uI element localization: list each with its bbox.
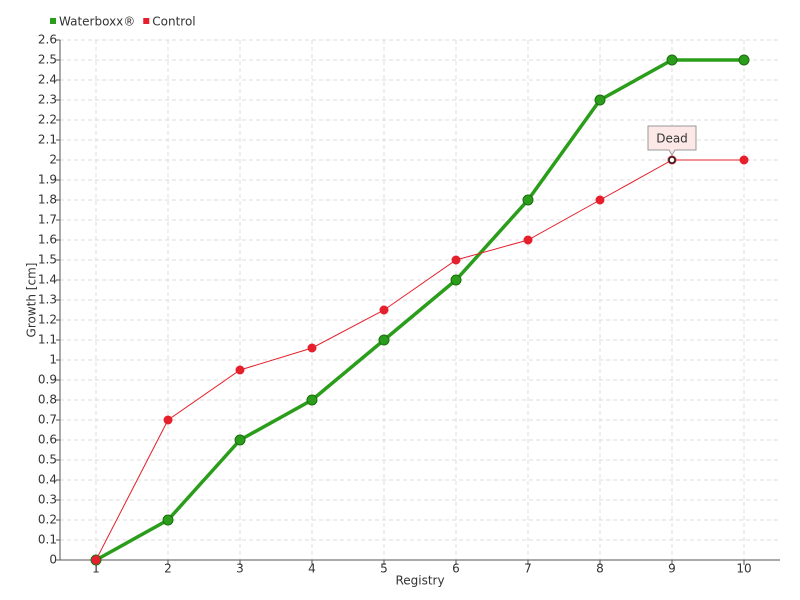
y-tick-label: 1.8 <box>38 193 57 207</box>
y-axis-label: Growth [cm] <box>25 263 39 338</box>
data-point <box>378 334 390 346</box>
x-tick-label: 7 <box>524 562 532 576</box>
annotation-text: Dead <box>656 132 688 146</box>
data-point <box>594 94 606 106</box>
x-tick-label: 1 <box>92 562 100 576</box>
data-point <box>379 305 389 315</box>
y-tick-label: 1.7 <box>38 213 57 227</box>
y-tick-label: 0.1 <box>38 533 57 547</box>
y-tick-label: 2 <box>49 153 57 167</box>
y-tick-label: 1.4 <box>38 273 57 287</box>
x-tick-label: 6 <box>452 562 460 576</box>
y-tick-label: 1 <box>49 353 57 367</box>
x-tick-label: 2 <box>164 562 172 576</box>
y-tick-label: 1.6 <box>38 233 57 247</box>
data-point <box>522 194 534 206</box>
y-tick-label: 1.5 <box>38 253 57 267</box>
y-tick-label: 2.4 <box>38 73 57 87</box>
data-point <box>738 54 750 66</box>
y-tick-label: 0.4 <box>38 473 57 487</box>
series-line <box>95 159 744 561</box>
data-point <box>666 54 678 66</box>
x-tick-label: 10 <box>736 562 751 576</box>
annotated-point <box>668 156 676 164</box>
data-point <box>91 555 101 565</box>
legend-swatch <box>50 18 56 24</box>
y-tick-label: 2.3 <box>38 93 57 107</box>
data-point <box>162 514 174 526</box>
series-line <box>95 58 744 562</box>
y-tick-label: 0.3 <box>38 493 57 507</box>
data-point <box>739 155 749 165</box>
annotation-box <box>647 125 697 156</box>
legend-label: Waterboxx® <box>59 15 135 29</box>
y-tick-label: 0.6 <box>38 433 57 447</box>
x-tick-label: 5 <box>380 562 388 576</box>
data-point <box>307 343 317 353</box>
x-tick-label: 3 <box>236 562 244 576</box>
y-tick-label: 0.5 <box>38 453 57 467</box>
y-tick-label: 0.9 <box>38 373 57 387</box>
y-tick-label: 1.9 <box>38 173 57 187</box>
y-tick-label: 0 <box>49 553 57 567</box>
x-tick-label: 9 <box>668 562 676 576</box>
data-point <box>595 195 605 205</box>
data-point <box>306 394 318 406</box>
x-axis-label: Registry <box>395 574 444 588</box>
y-tick-label: 2.2 <box>38 113 57 127</box>
x-tick-label: 4 <box>308 562 316 576</box>
data-point <box>163 415 173 425</box>
data-point <box>523 235 533 245</box>
y-tick-label: 1.2 <box>38 313 57 327</box>
y-tick-label: 0.2 <box>38 513 57 527</box>
legend-swatch <box>143 18 150 24</box>
legend-label: Control <box>152 15 195 29</box>
y-tick-label: 2.5 <box>38 53 57 67</box>
data-point <box>450 274 462 286</box>
y-tick-label: 1.1 <box>38 333 57 347</box>
y-tick-label: 2.6 <box>38 33 57 47</box>
data-point <box>451 255 461 265</box>
data-point <box>234 434 246 446</box>
y-tick-label: 0.7 <box>38 413 57 427</box>
x-tick-label: 8 <box>596 562 604 576</box>
y-tick-label: 1.3 <box>38 293 57 307</box>
y-tick-label: 2.1 <box>38 133 57 147</box>
data-point <box>235 365 245 375</box>
y-tick-label: 0.8 <box>38 393 57 407</box>
